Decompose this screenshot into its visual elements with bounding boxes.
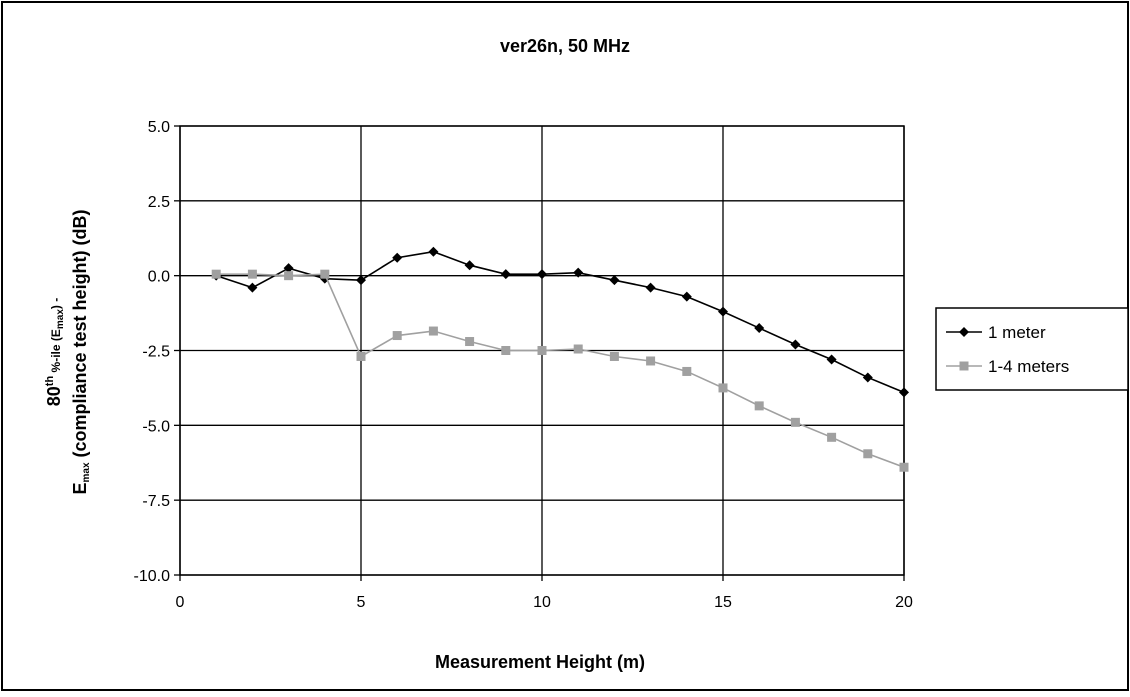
legend-box	[935, 307, 1129, 391]
data-point-1-meter	[899, 387, 909, 398]
data-point-1-meter	[247, 282, 258, 293]
data-point-1-4-meters	[247, 269, 257, 279]
data-point-1-meter	[464, 260, 475, 271]
data-point-1-4-meters	[718, 383, 728, 393]
x-axis-label: Measurement Height (m)	[435, 652, 645, 672]
y-tick-label: 5.0	[148, 119, 170, 136]
data-point-1-4-meters	[863, 449, 873, 459]
legend-item-1-meter: 1 meter	[946, 323, 1046, 342]
data-point-1-meter	[826, 354, 837, 365]
legend: 1 meter 1-4 meters	[935, 307, 1129, 391]
data-point-1-4-meters	[211, 269, 221, 279]
data-point-1-4-meters	[682, 366, 692, 376]
x-tick-label: 10	[533, 594, 551, 611]
chart-title: ver26n, 50 MHz	[500, 36, 630, 56]
data-point-1-meter	[862, 372, 873, 383]
data-point-1-meter	[573, 267, 584, 278]
y-tick-label: -5.0	[142, 418, 170, 435]
series-1-4-meters	[211, 269, 909, 472]
y-axis-label: 80th %-ile (Emax) - Emax (compliance tes…	[44, 209, 92, 494]
data-point-1-meter	[537, 269, 547, 280]
y-tick-label: 2.5	[148, 194, 170, 211]
y-tick-label: 0.0	[148, 269, 170, 286]
data-point-1-meter	[500, 269, 511, 280]
data-point-1-meter	[609, 275, 620, 286]
y-axis-ticks: 5.0 2.5 0.0 -2.5 -5.0 -7.5 -10.0	[134, 119, 180, 585]
data-point-1-meter	[645, 282, 656, 293]
x-tick-label: 15	[714, 594, 732, 611]
x-axis-ticks: 0 5 10 15 20	[176, 575, 913, 611]
data-point-1-4-meters	[899, 462, 909, 472]
data-point-1-meter	[681, 291, 692, 302]
data-point-1-4-meters	[356, 351, 366, 361]
data-point-1-4-meters	[320, 269, 330, 279]
series-layer	[211, 246, 909, 472]
x-tick-label: 0	[176, 594, 185, 611]
data-point-1-4-meters	[573, 344, 583, 354]
data-point-1-4-meters	[284, 271, 294, 281]
y-tick-label: -2.5	[142, 344, 170, 361]
legend-item-1-4-meters: 1-4 meters	[946, 357, 1069, 376]
data-point-1-4-meters	[754, 401, 764, 411]
x-tick-label: 5	[357, 594, 366, 611]
data-point-1-4-meters	[428, 326, 438, 336]
legend-marker-1-meter	[959, 327, 969, 337]
data-point-1-4-meters	[501, 346, 511, 355]
x-tick-label: 20	[895, 594, 913, 611]
data-point-1-meter	[428, 246, 439, 257]
series-1-meter	[211, 246, 909, 398]
data-point-1-4-meters	[790, 417, 800, 427]
y-axis-label-line2: Emax (compliance test height) (dB)	[70, 209, 92, 494]
data-point-1-4-meters	[827, 432, 837, 442]
series-line-1-4-meters	[216, 273, 905, 468]
data-point-1-4-meters	[392, 331, 402, 341]
data-point-1-meter	[718, 306, 728, 317]
data-point-1-4-meters	[646, 356, 656, 366]
legend-marker-1-4-meters	[959, 361, 969, 371]
data-point-1-meter	[790, 339, 801, 350]
data-point-1-meter	[754, 323, 765, 334]
y-axis-label-line1: 80th %-ile (Emax) -	[44, 298, 66, 406]
series-line-1-meter	[215, 250, 905, 394]
y-tick-label: -7.5	[142, 493, 170, 510]
data-point-1-meter	[356, 275, 366, 286]
y-tick-label: -10.0	[134, 568, 171, 585]
data-point-1-4-meters	[537, 346, 547, 355]
legend-label-1-meter: 1 meter	[988, 323, 1046, 342]
legend-label-1-4-meters: 1-4 meters	[988, 357, 1069, 376]
data-point-1-4-meters	[609, 351, 619, 361]
data-point-1-4-meters	[465, 337, 475, 347]
data-point-1-meter	[283, 263, 294, 274]
data-point-1-meter	[392, 252, 403, 263]
